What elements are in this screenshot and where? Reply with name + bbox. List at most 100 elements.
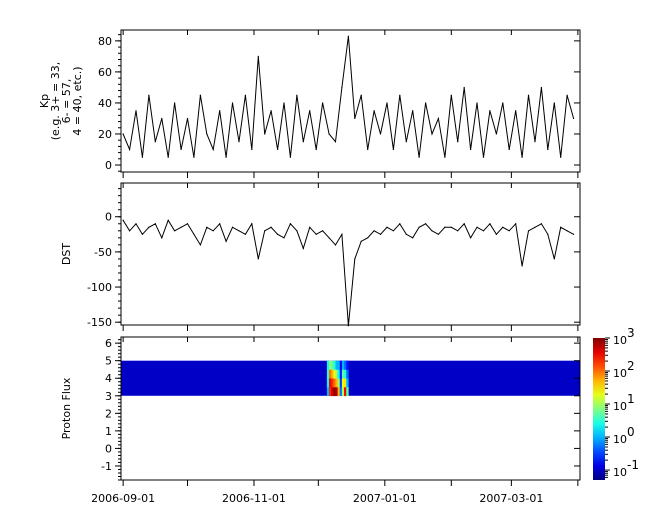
heatmap-cell <box>339 369 343 379</box>
heatmap-cell <box>344 360 347 370</box>
data-point <box>141 156 144 158</box>
x-tick-label: 2006-11-01 <box>222 492 286 505</box>
panel-0: 0 20 40 60 80 Kp(e.g. 3+ = 33,6- = 57,4 = 40,… <box>38 29 581 178</box>
y-axis-label-line: Proton Flux <box>60 377 73 439</box>
y-axis-label-line: 4 = 40, etc.) <box>71 66 84 135</box>
data-point <box>257 55 259 57</box>
heatmap-cell <box>346 360 349 370</box>
data-point <box>502 226 504 228</box>
heatmap-cell <box>344 378 347 388</box>
data-point <box>405 141 407 143</box>
heatmap-cell <box>326 360 330 370</box>
data-point <box>225 156 227 158</box>
data-point <box>515 110 517 112</box>
data-point <box>148 226 150 228</box>
data-point <box>379 133 382 135</box>
data-point <box>206 133 208 135</box>
data-point <box>547 148 549 151</box>
data-point <box>424 223 427 225</box>
heatmap-cell <box>344 369 347 379</box>
heatmap-cell <box>341 369 345 379</box>
data-point <box>482 230 485 232</box>
data-point <box>296 94 298 96</box>
heatmap-cell <box>337 387 341 397</box>
data-point <box>553 102 555 104</box>
data-point <box>399 223 401 225</box>
data-point <box>315 148 317 151</box>
y-tick-label: 1 <box>105 425 112 438</box>
data-point <box>244 233 247 235</box>
data-point <box>180 148 182 151</box>
heatmap-cell <box>346 378 349 388</box>
y-tick-label: -50 <box>94 246 112 259</box>
data-point <box>180 226 182 228</box>
heatmap-cell <box>346 387 349 397</box>
tick-exponent: 2 <box>627 359 635 373</box>
data-point <box>373 110 375 112</box>
heatmap-cell <box>326 378 330 388</box>
data-point <box>328 237 330 239</box>
data-point <box>566 94 568 96</box>
tick-exponent: 0 <box>627 425 635 439</box>
data-point <box>502 102 504 104</box>
heatmap-cell <box>335 360 338 370</box>
heatmap-cell <box>339 378 343 388</box>
y-axis-label-line: 6- = 57, <box>60 79 73 124</box>
data-point <box>264 133 266 135</box>
y-tick-label: 20 <box>98 128 112 141</box>
data-point <box>174 102 176 104</box>
heatmap-cell <box>331 369 334 379</box>
y-tick-label: 0 <box>105 442 112 455</box>
heatmap-cell <box>344 387 347 397</box>
data-point <box>379 233 382 235</box>
data-point <box>418 156 420 158</box>
data-point <box>521 156 523 158</box>
heatmap-cell <box>329 369 332 379</box>
data-point <box>515 223 517 225</box>
tick-base: 10 <box>613 400 627 413</box>
colorbar-tick-label: 101 <box>613 392 635 413</box>
tick-exponent: -1 <box>627 458 639 472</box>
data-point <box>489 223 491 225</box>
data-point <box>302 141 304 143</box>
heatmap-cell <box>337 360 341 370</box>
data-point <box>167 156 169 158</box>
dst-series-line <box>122 219 574 326</box>
kp-series-line <box>122 36 575 158</box>
tick-exponent: 1 <box>627 392 635 406</box>
data-point <box>482 156 485 158</box>
heatmap-cell <box>339 360 343 370</box>
data-point <box>540 223 542 225</box>
heatmap-cell <box>326 387 330 397</box>
data-point <box>547 233 549 235</box>
y-tick-label: 40 <box>98 97 112 110</box>
colorbar-tick-label: 103 <box>613 326 635 347</box>
data-point <box>560 226 562 228</box>
data-point <box>244 94 247 96</box>
data-point <box>437 117 440 120</box>
data-point <box>186 117 189 120</box>
heatmap-cell <box>333 387 336 397</box>
data-point <box>463 86 465 89</box>
flux-background-band <box>121 360 580 396</box>
data-point <box>212 230 214 232</box>
data-point <box>334 244 337 246</box>
data-point <box>431 230 433 232</box>
data-point <box>283 102 285 104</box>
data-point <box>128 230 131 232</box>
data-point <box>135 223 137 225</box>
data-point <box>508 148 510 151</box>
data-point <box>495 233 497 235</box>
data-point <box>354 117 356 120</box>
heatmap-cell <box>329 378 332 388</box>
data-point <box>328 133 330 135</box>
y-tick-label: 4 <box>105 372 112 385</box>
heatmap-cell <box>331 378 334 388</box>
data-point <box>534 226 536 228</box>
y-axis-label: Kp(e.g. 3+ = 33,6- = 57,4 = 40, etc.) <box>38 62 84 140</box>
panel-2: -1 0 1 2 3 4 5 6 Proton Flux <box>60 336 581 486</box>
data-point <box>450 94 452 96</box>
panel-frame <box>120 182 581 326</box>
y-tick-label: 2 <box>105 407 112 420</box>
heatmap-cell <box>333 360 336 370</box>
